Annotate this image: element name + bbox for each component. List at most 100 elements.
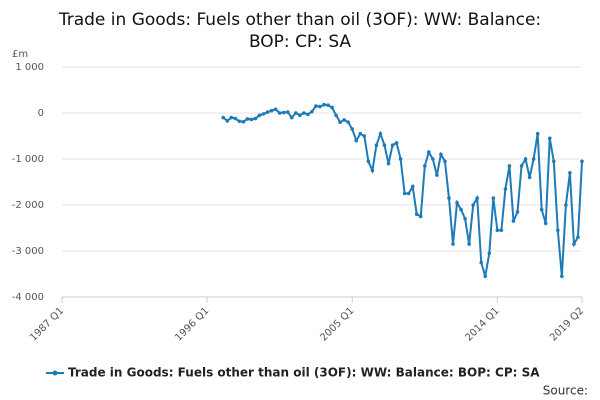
data-point <box>362 134 367 138</box>
y-tick-label: 0 <box>38 108 44 119</box>
chart-title: BOP: CP: SA <box>249 32 351 52</box>
data-point <box>443 159 447 164</box>
data-point <box>511 219 516 223</box>
data-point <box>543 221 548 226</box>
data-point <box>253 116 258 121</box>
data-point <box>431 157 435 161</box>
y-tick-label: -2 000 <box>12 200 44 211</box>
data-point <box>467 242 471 246</box>
data-point <box>519 164 524 168</box>
x-tick-label: 2005 Q1 <box>318 305 356 343</box>
data-point <box>354 138 359 143</box>
data-point <box>334 113 338 118</box>
data-point <box>427 150 431 154</box>
data-point <box>322 102 326 107</box>
data-point <box>471 203 475 207</box>
source: Source: <box>543 384 588 398</box>
data-point <box>580 159 584 164</box>
data-point <box>398 157 403 161</box>
data-point <box>535 131 540 136</box>
data-point <box>241 119 246 124</box>
data-point <box>531 157 536 161</box>
data-point <box>435 173 439 177</box>
data-point <box>491 196 496 200</box>
data-point <box>366 159 371 164</box>
y-axis-label: £m <box>12 49 28 60</box>
data-point <box>370 168 375 173</box>
data-point <box>338 120 342 124</box>
data-point <box>564 203 568 207</box>
data-point <box>281 110 286 115</box>
data-point <box>378 131 383 136</box>
chart-title: Trade in Goods: Fuels other than oil (3O… <box>58 10 541 30</box>
data-point <box>459 207 463 212</box>
data-point <box>475 196 479 200</box>
y-tick-label: -3 000 <box>12 246 44 257</box>
data-point <box>402 191 407 196</box>
data-point <box>293 111 298 115</box>
data-point <box>358 131 363 136</box>
data-point <box>285 110 290 114</box>
data-point <box>374 143 379 147</box>
x-tick-label: 1987 Q1 <box>28 305 66 343</box>
data-point <box>507 164 512 168</box>
data-point <box>221 115 226 120</box>
data-point <box>451 242 455 246</box>
data-point <box>576 235 580 239</box>
data-point <box>547 136 552 141</box>
data-point <box>568 171 572 175</box>
data-point <box>551 159 556 164</box>
data-point <box>237 119 242 124</box>
data-point <box>523 157 528 161</box>
data-point <box>229 115 234 120</box>
x-tick-label: 1996 Q1 <box>173 305 211 343</box>
data-point <box>406 191 411 196</box>
data-point <box>257 113 262 118</box>
data-point <box>249 117 254 122</box>
data-point <box>265 110 270 114</box>
data-point <box>483 274 488 279</box>
data-point <box>527 175 532 180</box>
data-point <box>289 115 294 120</box>
legend-marker <box>52 370 58 376</box>
data-point <box>487 251 492 256</box>
data-point <box>422 164 427 168</box>
data-point <box>390 143 395 147</box>
data-point <box>410 184 415 189</box>
data-point <box>394 141 399 145</box>
data-point <box>556 228 560 233</box>
data-point <box>318 104 322 109</box>
data-point <box>298 113 302 118</box>
data-point <box>455 200 459 205</box>
y-tick-label: -4 000 <box>12 292 44 303</box>
data-point <box>515 210 520 214</box>
data-point <box>539 207 544 212</box>
data-point <box>245 117 250 121</box>
data-point <box>386 161 391 166</box>
data-point <box>560 274 564 279</box>
data-point <box>463 217 467 221</box>
data-point <box>310 109 314 114</box>
data-point <box>418 214 423 219</box>
y-tick-label: 1 000 <box>15 62 44 73</box>
data-point <box>495 228 500 233</box>
data-point <box>382 143 387 147</box>
data-point <box>350 127 355 131</box>
y-tick-label: -1 000 <box>12 154 44 165</box>
data-point <box>342 118 346 122</box>
data-point <box>439 152 443 157</box>
data-point <box>330 105 334 110</box>
data-point <box>233 116 238 121</box>
data-point <box>261 112 266 116</box>
x-tick-label: 2014 Q1 <box>463 305 501 343</box>
data-point <box>479 260 484 265</box>
data-point <box>269 108 274 113</box>
data-point <box>302 111 306 115</box>
data-point <box>503 187 508 191</box>
legend-label: Trade in Goods: Fuels other than oil (3O… <box>68 366 540 380</box>
data-point <box>225 119 230 123</box>
data-point <box>326 103 330 107</box>
data-point <box>306 112 310 117</box>
data-point <box>314 104 318 108</box>
